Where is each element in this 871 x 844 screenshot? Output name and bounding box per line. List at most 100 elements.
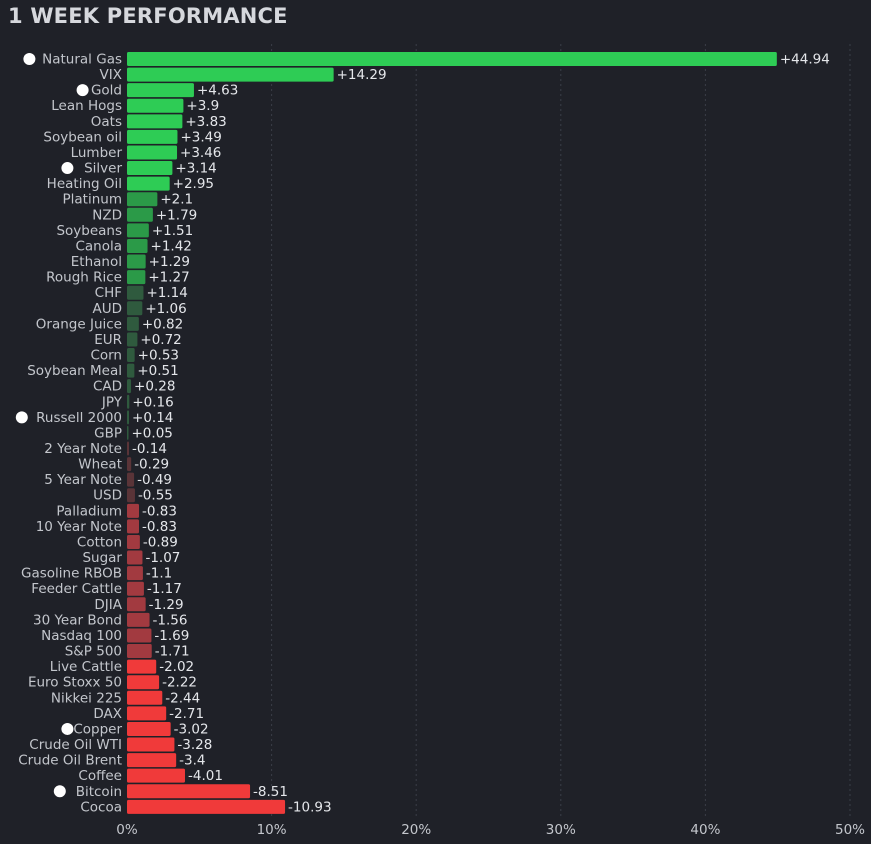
category-label: DJIA [94, 597, 122, 613]
data-label: -0.14 [132, 441, 167, 457]
category-label: Natural Gas [42, 52, 122, 68]
data-label: -0.49 [137, 472, 172, 488]
category-label: Silver [84, 161, 122, 177]
bar [127, 768, 185, 783]
chart-title: 1 WEEK PERFORMANCE [8, 4, 288, 28]
data-label: -0.89 [143, 534, 178, 550]
category-label: 2 Year Note [44, 441, 122, 457]
bars [127, 52, 777, 814]
marker-dot [61, 162, 74, 175]
category-label: NZD [92, 207, 122, 223]
category-label: CHF [95, 285, 122, 301]
category-label: Oats [91, 114, 122, 130]
bar [127, 690, 163, 705]
category-label: Canola [75, 238, 122, 254]
bar [127, 581, 144, 596]
data-label: +0.51 [137, 363, 178, 379]
bar [127, 784, 251, 799]
bar [127, 270, 146, 285]
bar [127, 161, 173, 176]
bar [127, 207, 153, 222]
bar [127, 238, 148, 253]
data-label: -1.17 [147, 581, 182, 597]
category-label: Russell 2000 [36, 410, 122, 426]
bar [127, 332, 138, 347]
data-label: +0.72 [140, 332, 181, 348]
bar [127, 114, 183, 129]
data-label: +1.51 [152, 223, 193, 239]
category-label: Wheat [78, 457, 122, 473]
category-label: DAX [93, 706, 122, 722]
x-axis-ticks: 0% 10% 20% 30% 40% 50% [116, 822, 865, 838]
data-label: -1.07 [145, 550, 180, 566]
bar [127, 176, 170, 191]
data-label: -0.83 [142, 503, 177, 519]
data-label: +3.83 [185, 114, 226, 130]
category-label: Ethanol [71, 254, 122, 270]
bar [127, 519, 140, 534]
category-label: Sugar [82, 550, 122, 566]
marker-dot [61, 722, 74, 735]
category-label: Platinum [63, 192, 122, 208]
category-label: Palladium [56, 503, 122, 519]
bar [127, 721, 171, 736]
category-label: GBP [94, 425, 122, 441]
category-label: Gasoline RBOB [21, 566, 122, 582]
data-label: +1.79 [156, 207, 197, 223]
bar [127, 348, 135, 363]
bar [127, 488, 135, 503]
bar [127, 753, 177, 768]
category-label: EUR [94, 332, 122, 348]
category-label: Feeder Cattle [31, 581, 122, 597]
bar [127, 550, 143, 565]
x-tick-label: 50% [835, 822, 865, 838]
bar [127, 799, 286, 814]
x-tick-label: 30% [546, 822, 576, 838]
category-label: Coffee [78, 768, 122, 784]
labels: Natural Gas +44.94 VIX +14.29 Gold +4.63 Lean … [15, 52, 830, 815]
bar [127, 472, 135, 487]
category-label: Soybeans [56, 223, 122, 239]
bar [127, 644, 152, 659]
data-label: -8.51 [253, 784, 288, 800]
data-label: -4.01 [188, 768, 223, 784]
category-label: Soybean oil [43, 129, 122, 145]
data-label: -1.1 [146, 566, 172, 582]
data-label: +3.46 [180, 145, 221, 161]
category-label: VIX [100, 67, 122, 83]
bar [127, 675, 160, 690]
data-label: -0.29 [134, 457, 169, 473]
data-label: +1.29 [149, 254, 190, 270]
bar [127, 441, 130, 456]
category-label: 5 Year Note [44, 472, 122, 488]
category-label: Cotton [77, 534, 122, 550]
bar [127, 192, 158, 207]
data-label: +4.63 [197, 83, 238, 99]
category-label: AUD [92, 301, 122, 317]
category-label: JPY [101, 394, 123, 410]
category-label: Crude Oil WTI [29, 737, 122, 753]
bar [127, 503, 140, 518]
bar [127, 706, 167, 721]
data-label: +0.16 [132, 394, 173, 410]
data-label: -3.4 [179, 753, 205, 769]
category-label: Corn [90, 348, 122, 364]
category-label: Nikkei 225 [51, 690, 122, 706]
marker-dot [23, 53, 36, 65]
data-label: +1.14 [146, 285, 187, 301]
data-label: -1.56 [153, 612, 188, 628]
x-tick-label: 10% [257, 822, 287, 838]
data-label: -2.44 [165, 690, 200, 706]
bar [127, 425, 129, 440]
bar [127, 659, 157, 674]
bar [127, 628, 152, 643]
category-label: 30 Year Bond [33, 612, 122, 628]
category-label: Bitcoin [76, 784, 122, 800]
data-label: +3.14 [175, 161, 216, 177]
data-label: +2.1 [160, 192, 193, 208]
category-label: Lumber [71, 145, 123, 161]
x-tick-label: 20% [401, 822, 431, 838]
category-label: Soybean Meal [27, 363, 122, 379]
bar [127, 534, 140, 549]
data-label: -1.69 [154, 628, 189, 644]
